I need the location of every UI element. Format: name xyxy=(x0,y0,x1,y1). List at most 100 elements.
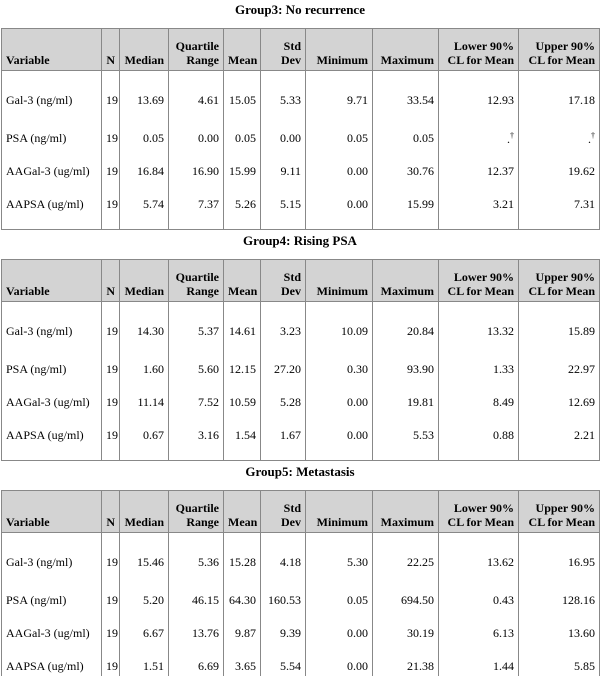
header-line: CL for Mean xyxy=(528,515,595,529)
header-cell: Quartile Range xyxy=(168,490,224,533)
header-line: Variable xyxy=(6,284,50,298)
header-cell: Variable xyxy=(1,28,102,71)
header-line: N xyxy=(106,284,115,298)
table-group: Group3: No recurrence Variable N Median Quar… xyxy=(0,0,600,231)
value-cell: 93.90 xyxy=(372,353,439,386)
header-line: CL for Mean xyxy=(528,53,595,67)
value-cell: 46.15 xyxy=(168,584,224,617)
value-cell: 0.43 xyxy=(438,584,519,617)
value-cell: 4.18 xyxy=(260,532,306,584)
value-cell: 0.00 xyxy=(305,188,373,230)
group-title: Group4: Rising PSA xyxy=(243,233,357,248)
header-cell: Std Dev xyxy=(260,28,306,71)
data-row: AAPSA (ug/ml) 19 5.74 7.37 5.26 5.15 0.00 15.99… xyxy=(2,188,600,230)
value-cell: 5.53 xyxy=(372,419,439,461)
value-cell: 0.00 xyxy=(305,386,373,419)
value-cell: 19 xyxy=(101,386,120,419)
value-cell: 10.59 xyxy=(223,386,261,419)
header-line: Mean xyxy=(228,515,258,529)
variable-cell: Gal-3 (ng/ml) xyxy=(6,324,73,338)
variable-cell: Gal-3 (ng/ml) xyxy=(6,555,73,569)
value-cell: 4.61 xyxy=(168,70,224,122)
value-cell: 0.05 xyxy=(305,122,373,155)
value-cell: 15.99 xyxy=(223,155,261,188)
header-cell: N xyxy=(101,490,120,533)
header-line: CL for Mean xyxy=(447,515,514,529)
value-cell: 16.84 xyxy=(119,155,169,188)
variable-cell: AAPSA (ug/ml) xyxy=(6,659,84,673)
value-cell: 5.30 xyxy=(305,532,373,584)
value-cell: 7.52 xyxy=(168,386,224,419)
variable-cell: AAPSA (ug/ml) xyxy=(6,428,84,442)
value-cell: 5.15 xyxy=(260,188,306,230)
header-cell: Median xyxy=(119,259,169,302)
data-row: AAGal-3 (ug/ml) 19 11.14 7.52 10.59 5.28 0.00 1… xyxy=(2,386,600,419)
value-cell: 9.87 xyxy=(223,617,261,650)
value-cell: 7.31 xyxy=(518,188,600,230)
header-line: Std Dev xyxy=(281,39,301,67)
variable-cell: AAPSA (ug/ml) xyxy=(6,197,84,211)
variable-cell: AAGal-3 (ug/ml) xyxy=(6,626,90,640)
value-cell: 13.60 xyxy=(518,617,600,650)
value-cell: 0.05 xyxy=(372,122,439,155)
value-cell: 1.44 xyxy=(438,650,519,676)
group-title: Group3: No recurrence xyxy=(235,2,365,17)
value-cell: 5.26 xyxy=(223,188,261,230)
value-cell: 1.60 xyxy=(119,353,169,386)
header-line: Range xyxy=(186,284,219,298)
value-cell: .† xyxy=(438,122,519,155)
header-line: Mean xyxy=(228,284,258,298)
header-row: Variable N Median Quartile Range Mean Std Dev M… xyxy=(1,28,600,71)
header-line: Upper 90% xyxy=(535,501,595,515)
header-cell: Upper 90% CL for Mean xyxy=(518,259,600,302)
value-cell: 12.93 xyxy=(438,70,519,122)
header-line: Mean xyxy=(228,53,258,67)
stats-table: Variable N Median Quartile Range Mean Std Dev M… xyxy=(1,259,600,461)
header-line: Upper 90% xyxy=(535,270,595,284)
header-cell: N xyxy=(101,28,120,71)
header-cell: Median xyxy=(119,28,169,71)
header-line: Maximum xyxy=(380,515,434,529)
header-line: Median xyxy=(124,53,164,67)
value-cell: 5.60 xyxy=(168,353,224,386)
header-cell: Maximum xyxy=(372,490,439,533)
value-cell: 5.28 xyxy=(260,386,306,419)
value-cell: 22.25 xyxy=(372,532,439,584)
variable-cell: AAGal-3 (ug/ml) xyxy=(6,395,90,409)
value-cell: 19 xyxy=(101,301,120,353)
value-cell: 30.19 xyxy=(372,617,439,650)
header-cell: Mean xyxy=(223,259,261,302)
value-cell: 5.37 xyxy=(168,301,224,353)
value-cell: 19.81 xyxy=(372,386,439,419)
value-cell: 0.05 xyxy=(223,122,261,155)
header-cell: Lower 90% CL for Mean xyxy=(438,490,519,533)
header-line: Quartile xyxy=(175,39,219,53)
value-cell: 1.54 xyxy=(223,419,261,461)
value-cell: 13.69 xyxy=(119,70,169,122)
data-row: AAGal-3 (ug/ml) 19 6.67 13.76 9.87 9.39 0.00 30… xyxy=(2,617,600,650)
header-cell: Lower 90% CL for Mean xyxy=(438,28,519,71)
header-cell: Mean xyxy=(223,28,261,71)
header-line: Minimum xyxy=(316,284,368,298)
header-line: Maximum xyxy=(380,284,434,298)
variable-cell: AAGal-3 (ug/ml) xyxy=(6,164,90,178)
header-cell: Std Dev xyxy=(260,259,306,302)
header-cell: Lower 90% CL for Mean xyxy=(438,259,519,302)
value-cell: 16.95 xyxy=(518,532,600,584)
header-cell: N xyxy=(101,259,120,302)
value-cell: 15.05 xyxy=(223,70,261,122)
value-cell: 12.37 xyxy=(438,155,519,188)
value-cell: 8.49 xyxy=(438,386,519,419)
header-line: N xyxy=(106,515,115,529)
value-cell: 0.00 xyxy=(305,419,373,461)
value-cell: 15.28 xyxy=(223,532,261,584)
value-cell: 22.97 xyxy=(518,353,600,386)
value-cell: 3.21 xyxy=(438,188,519,230)
value-cell: 2.21 xyxy=(518,419,600,461)
header-cell: Upper 90% CL for Mean xyxy=(518,28,600,71)
value-cell: 19 xyxy=(101,650,120,676)
value-cell: 64.30 xyxy=(223,584,261,617)
table-header: Variable N Median Quartile Range Mean Std Dev M… xyxy=(1,490,600,533)
data-row: PSA (ng/ml) 19 5.20 46.15 64.30 160.53 0.05 694… xyxy=(2,584,600,617)
header-line: Variable xyxy=(6,515,50,529)
